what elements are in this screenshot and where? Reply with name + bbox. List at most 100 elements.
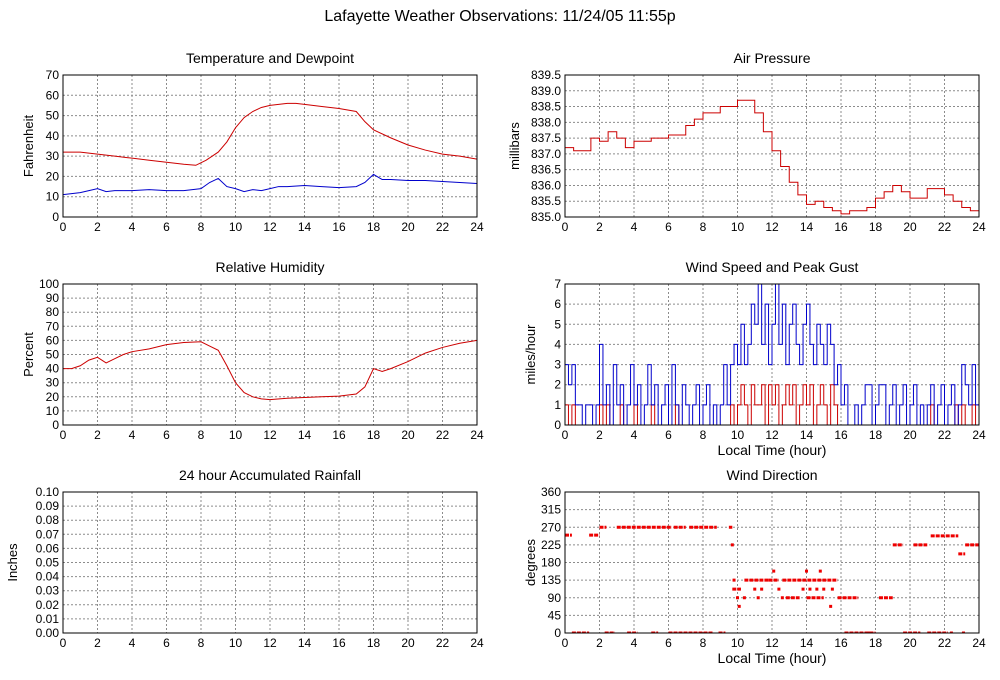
x-tick-label: 10: [731, 636, 745, 650]
y-tick-label: 50: [46, 348, 60, 362]
x-tick-label: 24: [470, 636, 484, 650]
direction-point: [822, 587, 826, 591]
x-tick-label: 18: [869, 428, 883, 442]
x-tick-label: 22: [436, 220, 450, 234]
direction-point: [829, 604, 833, 608]
direction-point: [961, 631, 965, 633]
y-tick-label: 839.5: [531, 68, 561, 82]
y-tick-label: 40: [46, 129, 60, 143]
chart-title: Temperature and Dewpoint: [186, 50, 354, 66]
y-tick-label: 0.00: [36, 626, 60, 640]
plot-frame: [564, 74, 980, 218]
direction-point: [760, 587, 764, 591]
y-tick-label: 70: [46, 319, 60, 333]
x-tick-label: 16: [332, 428, 346, 442]
plot-frame: [564, 283, 980, 426]
x-tick-label: 14: [298, 220, 312, 234]
x-tick-label: 24: [972, 220, 986, 234]
x-tick-label: 6: [163, 428, 170, 442]
x-tick-label: 20: [903, 428, 917, 442]
x-tick-label: 8: [700, 636, 707, 650]
direction-point: [830, 587, 834, 591]
y-tick-label: 50: [46, 109, 60, 123]
direction-point: [949, 631, 953, 633]
x-tick-label: 14: [800, 428, 814, 442]
y-tick-label: 90: [46, 291, 60, 305]
x-tick-label: 10: [229, 220, 243, 234]
x-tick-label: 20: [401, 428, 415, 442]
y-tick-label: 20: [46, 169, 60, 183]
x-tick-label: 24: [470, 220, 484, 234]
x-tick-label: 14: [800, 636, 814, 650]
y-tick-label: 0.10: [36, 485, 60, 499]
x-tick-label: 4: [129, 636, 136, 650]
y-tick-label: 0: [52, 210, 59, 224]
plot-frame: [62, 74, 478, 218]
x-tick-label: 0: [60, 636, 67, 650]
x-tick-label: 8: [198, 220, 205, 234]
x-tick-label: 8: [198, 636, 205, 650]
x-tick-label: 8: [700, 220, 707, 234]
chart-title: Air Pressure: [733, 50, 810, 66]
y-axis-label: Percent: [21, 332, 36, 377]
direction-point: [753, 587, 757, 591]
y-tick-label: 80: [46, 305, 60, 319]
x-tick-label: 4: [631, 220, 638, 234]
x-tick-label: 0: [60, 428, 67, 442]
y-tick-label: 30: [46, 376, 60, 390]
direction-point: [805, 569, 808, 573]
x-tick-label: 0: [562, 636, 569, 650]
plot-marks: [63, 339, 477, 401]
page-title: Lafayette Weather Observations: 11/24/05…: [324, 8, 676, 25]
y-tick-label: 45: [548, 608, 562, 622]
plot-area: [63, 75, 477, 217]
y-tick-label: 0.07: [36, 527, 60, 541]
x-tick-label: 12: [263, 220, 277, 234]
direction-point: [772, 569, 776, 573]
y-tick-label: 0: [554, 418, 561, 432]
x-tick-label: 18: [367, 636, 381, 650]
x-tick-label: 14: [800, 220, 814, 234]
y-tick-label: 135: [541, 573, 561, 587]
series-line-peak_gust: [565, 284, 979, 425]
y-tick-label: 225: [541, 538, 561, 552]
x-tick-label: 22: [938, 220, 952, 234]
x-tick-label: 12: [765, 636, 779, 650]
x-tick-label: 2: [596, 428, 603, 442]
plot-frame: [564, 491, 980, 634]
y-tick-label: 3: [554, 358, 561, 372]
direction-point: [736, 596, 739, 600]
y-tick-label: 360: [541, 485, 561, 499]
chart-title: Relative Humidity: [216, 259, 325, 275]
y-tick-label: 836.5: [531, 163, 561, 177]
plot-marks: [565, 284, 979, 425]
chart-title: 24 hour Accumulated Rainfall: [179, 467, 361, 483]
x-tick-label: 20: [903, 220, 917, 234]
y-tick-label: 835.5: [531, 194, 561, 208]
series-line-wind_speed: [565, 384, 979, 425]
chart-title: Wind Direction: [726, 467, 817, 483]
x-tick-label: 8: [198, 428, 205, 442]
y-tick-label: 10: [46, 404, 60, 418]
x-tick-label: 4: [129, 428, 136, 442]
y-tick-label: 1: [554, 398, 561, 412]
x-tick-label: 22: [938, 428, 952, 442]
x-tick-label: 20: [401, 220, 415, 234]
x-tick-label: 16: [834, 636, 848, 650]
y-tick-label: 0: [52, 418, 59, 432]
y-axis-label: Fahrenheit: [21, 115, 36, 178]
y-tick-label: 60: [46, 333, 60, 347]
direction-point: [742, 596, 746, 600]
direction-point: [777, 587, 781, 591]
x-tick-label: 4: [129, 220, 136, 234]
y-tick-label: 270: [541, 520, 561, 534]
plot-frame: [62, 283, 478, 426]
y-tick-label: 0.05: [36, 556, 60, 570]
direction-point: [732, 578, 736, 582]
y-tick-label: 0: [554, 626, 561, 640]
y-axis-label: degrees: [523, 539, 538, 586]
y-axis-label: Inches: [5, 543, 20, 582]
x-tick-label: 20: [903, 636, 917, 650]
